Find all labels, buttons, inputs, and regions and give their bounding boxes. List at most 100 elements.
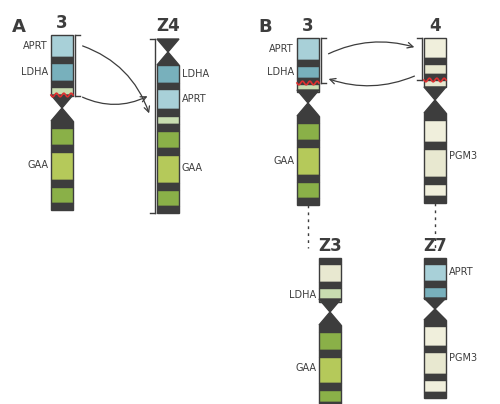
Polygon shape <box>424 100 446 113</box>
Bar <box>319 332 341 350</box>
Polygon shape <box>297 90 319 103</box>
Bar <box>424 320 446 326</box>
Bar <box>297 198 319 205</box>
Polygon shape <box>424 87 446 100</box>
Bar <box>424 346 446 352</box>
Bar <box>157 183 179 190</box>
Bar <box>319 282 341 288</box>
Bar <box>424 113 446 120</box>
Bar <box>319 383 341 390</box>
Bar <box>157 124 179 131</box>
Polygon shape <box>51 108 73 121</box>
Bar <box>297 140 319 147</box>
Bar <box>424 64 446 74</box>
Polygon shape <box>157 39 179 52</box>
Bar <box>424 142 446 149</box>
Text: LDHA: LDHA <box>267 67 294 77</box>
Text: 4: 4 <box>429 17 441 35</box>
Bar <box>297 66 319 78</box>
Polygon shape <box>157 52 179 65</box>
Bar <box>424 374 446 380</box>
Bar <box>424 80 446 87</box>
Bar <box>319 264 341 282</box>
Bar <box>297 84 319 92</box>
Bar <box>319 325 341 332</box>
Bar <box>297 175 319 182</box>
Bar <box>157 148 179 155</box>
Bar <box>297 147 319 175</box>
Bar <box>424 38 446 58</box>
Bar <box>51 81 73 87</box>
Bar <box>319 288 341 302</box>
Text: APRT: APRT <box>182 94 206 104</box>
Bar <box>297 123 319 140</box>
Bar <box>297 182 319 198</box>
Bar <box>157 206 179 213</box>
Bar <box>424 120 446 142</box>
Bar <box>424 264 446 281</box>
Bar <box>157 131 179 148</box>
Bar <box>424 149 446 177</box>
Bar <box>51 63 73 81</box>
Bar <box>157 116 179 124</box>
Bar <box>51 35 73 57</box>
Text: Z7: Z7 <box>423 237 447 255</box>
Text: PGM3: PGM3 <box>449 151 477 161</box>
Bar <box>51 128 73 145</box>
Bar <box>319 350 341 357</box>
Text: APRT: APRT <box>24 41 48 51</box>
Text: LDHA: LDHA <box>21 67 48 77</box>
Bar <box>51 180 73 187</box>
Bar <box>51 203 73 210</box>
Bar <box>51 187 73 203</box>
Polygon shape <box>51 95 73 108</box>
Bar <box>319 402 341 404</box>
Bar <box>424 392 446 398</box>
Bar <box>424 74 446 80</box>
Bar <box>424 196 446 203</box>
Bar <box>51 152 73 180</box>
Bar <box>424 352 446 374</box>
Bar <box>424 258 446 264</box>
Text: 3: 3 <box>302 17 314 35</box>
Text: B: B <box>258 18 272 36</box>
Text: GAA: GAA <box>182 163 203 173</box>
Bar <box>157 83 179 89</box>
Text: Z3: Z3 <box>318 237 342 255</box>
Bar <box>424 58 446 64</box>
Bar <box>297 78 319 84</box>
Bar <box>51 87 73 96</box>
Bar <box>319 357 341 383</box>
Text: LDHA: LDHA <box>289 290 316 300</box>
Text: 3: 3 <box>56 14 68 32</box>
Bar <box>424 287 446 299</box>
Polygon shape <box>424 309 446 320</box>
Bar <box>424 380 446 392</box>
Bar <box>157 155 179 183</box>
Bar <box>51 57 73 63</box>
Bar <box>319 258 341 264</box>
Bar <box>51 145 73 152</box>
Bar <box>424 281 446 287</box>
Text: Z4: Z4 <box>156 17 180 35</box>
Bar <box>51 121 73 128</box>
Bar <box>297 116 319 123</box>
Bar <box>297 38 319 60</box>
Text: GAA: GAA <box>27 160 48 170</box>
Bar <box>424 184 446 196</box>
Text: GAA: GAA <box>295 363 316 373</box>
Text: PGM3: PGM3 <box>449 353 477 363</box>
Text: APRT: APRT <box>449 267 473 277</box>
Polygon shape <box>297 103 319 116</box>
Text: A: A <box>12 18 26 36</box>
Bar <box>157 190 179 206</box>
Bar <box>424 177 446 184</box>
Bar <box>157 109 179 116</box>
Polygon shape <box>319 299 341 312</box>
Bar <box>157 65 179 83</box>
Polygon shape <box>424 298 446 309</box>
Bar <box>424 326 446 346</box>
Text: GAA: GAA <box>273 156 294 166</box>
Polygon shape <box>319 312 341 325</box>
Bar <box>297 60 319 66</box>
